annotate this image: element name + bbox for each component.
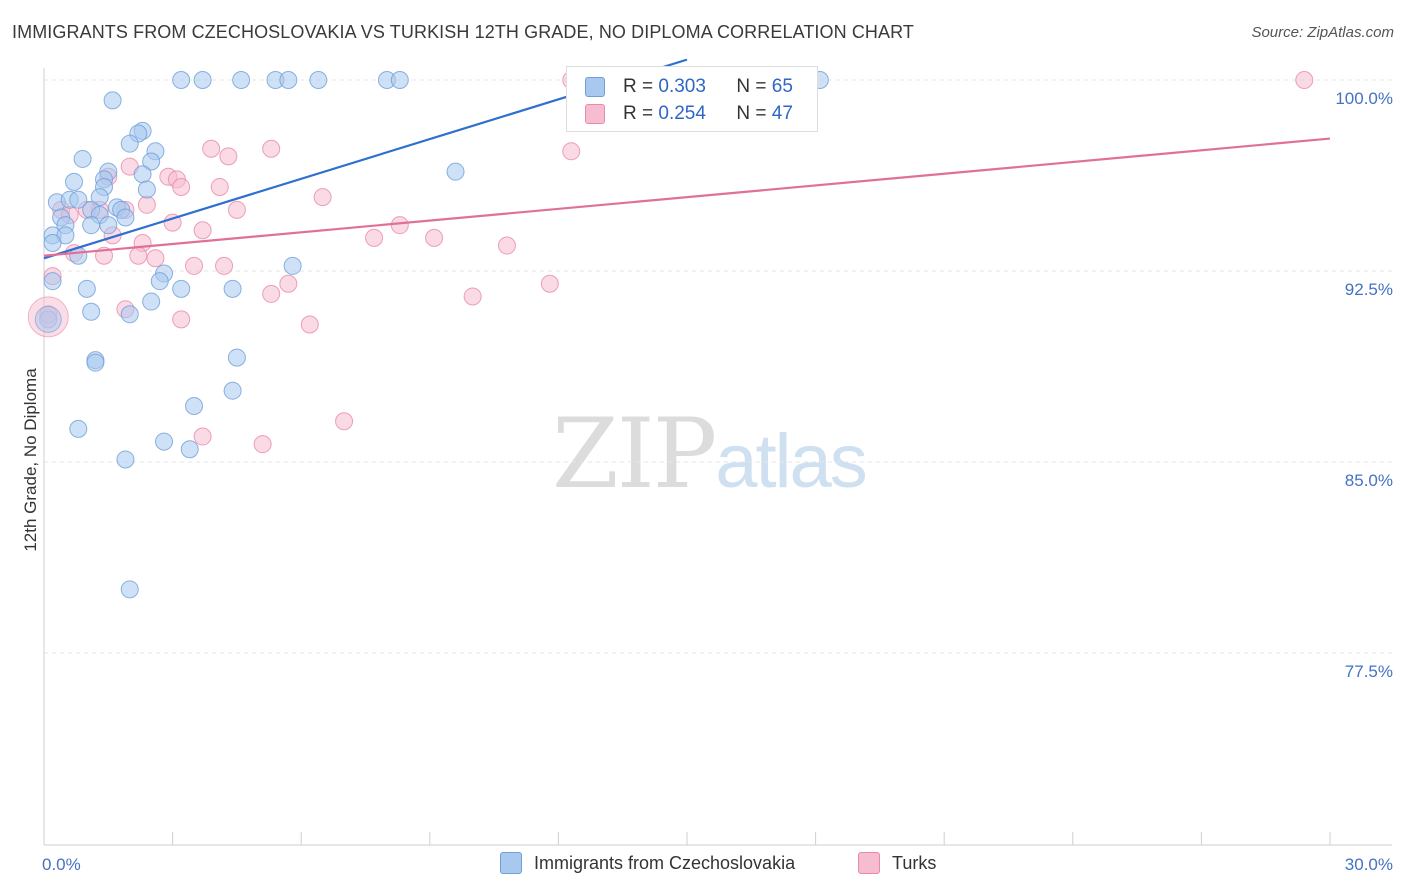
czechoslovakia-point	[142, 292, 161, 311]
legend-swatch-pink	[858, 852, 880, 874]
czechoslovakia-point	[150, 272, 169, 291]
czechoslovakia-point	[185, 396, 204, 415]
legend-item-czechoslovakia: Immigrants from Czechoslovakia	[500, 852, 795, 874]
correlation-legend: R = 0.303 N = 65 R = 0.254 N = 47	[566, 66, 818, 132]
turks-point	[129, 246, 148, 265]
legend-item-turks: Turks	[858, 852, 936, 874]
turks-point	[253, 435, 272, 454]
turks-point	[193, 221, 212, 240]
czechoslovakia-point	[133, 165, 152, 184]
czechoslovakia-point	[99, 216, 118, 235]
turks-point	[497, 236, 516, 255]
watermark-zip: ZIP	[552, 398, 717, 510]
legend-r-label: R =	[623, 103, 654, 124]
turks-point	[215, 256, 234, 275]
source-label: Source: ZipAtlas.com	[1251, 24, 1394, 41]
turks-point	[172, 177, 191, 196]
czechoslovakia-point	[90, 188, 109, 207]
czechoslovakia-point	[86, 353, 105, 372]
czechoslovakia-point	[227, 348, 246, 367]
turks-point	[137, 195, 156, 214]
legend-row-turks: R = 0.254 N = 47	[585, 103, 793, 125]
czechoslovakia-point	[43, 272, 62, 291]
turks-point	[335, 412, 354, 431]
x-tick-label-min: 0.0%	[42, 855, 81, 874]
turks-point	[390, 216, 409, 235]
czechoslovakia-point	[155, 432, 174, 451]
y-tick-label: 77.5%	[1345, 662, 1393, 681]
legend-r-value: 0.303	[658, 76, 706, 97]
turks-point	[365, 228, 384, 247]
x-tick-label-max: 30.0%	[1345, 855, 1393, 874]
turks-trend-line	[43, 137, 1331, 257]
czechoslovakia-point	[82, 216, 101, 235]
legend-n-label: N =	[736, 103, 767, 124]
czechoslovakia-point	[120, 580, 139, 599]
turks-point	[202, 139, 221, 158]
legend-swatch-blue	[585, 77, 605, 97]
czechoslovakia-point	[116, 208, 135, 227]
czechoslovakia-point	[116, 450, 135, 469]
turks-point	[540, 274, 559, 293]
czechoslovakia-point	[69, 419, 88, 438]
watermark: ZIPatlas	[552, 398, 868, 510]
czechoslovakia-point	[446, 162, 465, 181]
turks-point	[279, 274, 298, 293]
legend-swatch-pink	[585, 104, 605, 124]
turks-point	[1295, 71, 1314, 89]
czechoslovakia-point	[309, 71, 328, 89]
czechoslovakia-point	[232, 71, 251, 89]
turks-point	[227, 200, 246, 219]
czechoslovakia-point	[120, 134, 139, 153]
legend-n-label: N =	[736, 76, 767, 97]
turks-point	[219, 147, 238, 166]
legend-n-value: 47	[771, 103, 793, 124]
czechoslovakia-point	[180, 440, 199, 459]
czechoslovakia-point	[193, 71, 212, 89]
turks-point	[300, 315, 319, 334]
czechoslovakia-point	[142, 152, 161, 171]
czechoslovakia-point-large	[34, 305, 62, 333]
czechoslovakia-point	[120, 305, 139, 324]
czechoslovakia-point	[223, 279, 242, 298]
turks-point	[210, 177, 229, 196]
czechoslovakia-point	[279, 71, 298, 89]
legend-n-value: 65	[771, 76, 793, 97]
turks-point	[262, 139, 281, 158]
czechoslovakia-point	[390, 71, 409, 89]
czechoslovakia-point	[43, 233, 62, 252]
czechoslovakia-point	[283, 256, 302, 275]
czechoslovakia-point	[69, 190, 88, 209]
czechoslovakia-point	[137, 180, 156, 199]
turks-point	[172, 310, 191, 329]
series-legend: Immigrants from Czechoslovakia Turks	[0, 852, 1406, 878]
turks-point	[146, 249, 165, 268]
czechoslovakia-point	[103, 91, 122, 110]
chart-title: IMMIGRANTS FROM CZECHOSLOVAKIA VS TURKIS…	[12, 22, 915, 42]
czechoslovakia-point	[65, 172, 84, 191]
legend-r-value: 0.254	[658, 103, 706, 124]
czechoslovakia-point	[77, 279, 96, 298]
legend-r-label: R =	[623, 76, 654, 97]
legend-series-name: Turks	[892, 852, 937, 873]
czechoslovakia-point	[223, 381, 242, 400]
y-tick-label: 100.0%	[1335, 89, 1393, 108]
czechoslovakia-point	[172, 279, 191, 298]
turks-point	[193, 427, 212, 446]
turks-point	[313, 188, 332, 207]
turks-point	[463, 287, 482, 306]
legend-series-name: Immigrants from Czechoslovakia	[534, 852, 796, 873]
turks-point	[262, 284, 281, 303]
turks-point	[425, 228, 444, 247]
turks-point	[562, 142, 581, 161]
czechoslovakia-point	[73, 149, 92, 168]
y-tick-label: 92.5%	[1345, 280, 1393, 299]
turks-point	[185, 256, 204, 275]
czechoslovakia-point	[82, 302, 101, 321]
czechoslovakia-point	[172, 71, 191, 89]
legend-row-czechoslovakia: R = 0.303 N = 65	[585, 76, 793, 98]
legend-swatch-blue	[500, 852, 522, 874]
y-tick-label: 85.0%	[1345, 471, 1393, 490]
